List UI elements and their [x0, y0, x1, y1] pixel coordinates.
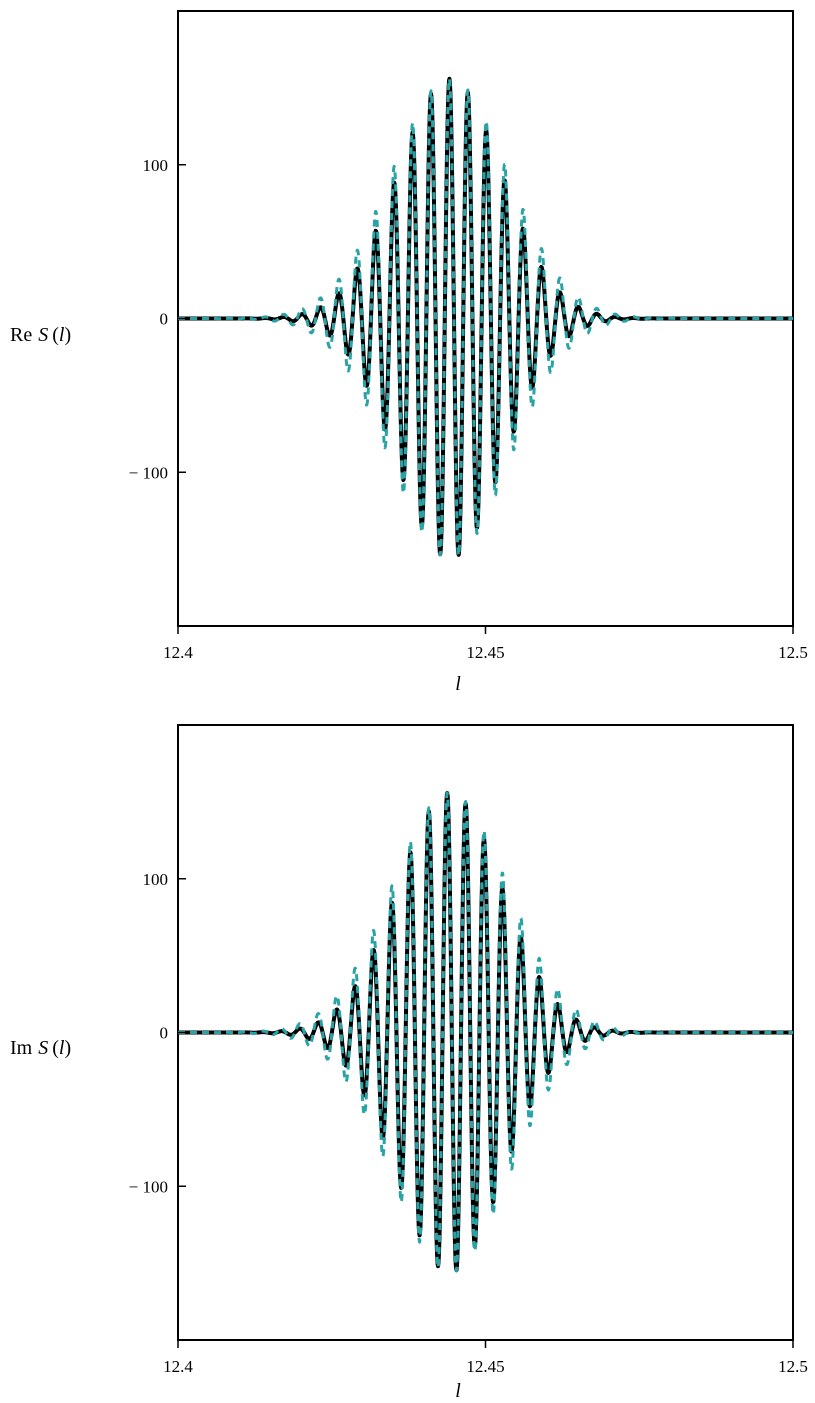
- x-axis-label: l: [455, 673, 461, 695]
- y-tick-label: − 100: [129, 463, 168, 482]
- y-axis-label: Im S (l): [10, 1037, 71, 1059]
- x-axis-label: l: [455, 1380, 461, 1402]
- series-group: [176, 76, 795, 557]
- y-tick-label: − 100: [129, 1177, 168, 1196]
- series-group: [176, 791, 795, 1273]
- y-tick-label: 0: [160, 1024, 169, 1043]
- y-tick-label: 100: [143, 156, 169, 175]
- chart-panel-re: 100 0 − 100 12.4 12.45 12.5 l Re S (l): [10, 10, 808, 695]
- x-tick-label: 12.45: [466, 643, 504, 662]
- y-tick-label: 100: [143, 870, 169, 889]
- y-axis-label: Re S (l): [10, 324, 71, 346]
- x-tick-label: 12.5: [778, 643, 808, 662]
- series-line-solid: [176, 76, 795, 557]
- y-tick-label: 0: [160, 310, 169, 329]
- tick-group: 100 0 − 100 12.4 12.45 12.5: [129, 870, 808, 1376]
- series-line-dashed: [176, 791, 795, 1273]
- tick-group: 100 0 − 100 12.4 12.45 12.5: [129, 156, 808, 662]
- series-line-dashed: [176, 77, 795, 557]
- series-line-solid: [176, 791, 795, 1273]
- x-tick-label: 12.4: [163, 643, 193, 662]
- x-tick-label: 12.45: [466, 1357, 504, 1376]
- x-tick-label: 12.5: [778, 1357, 808, 1376]
- chart-panel-im: 100 0 − 100 12.4 12.45 12.5 l Im S (l): [10, 724, 808, 1402]
- x-tick-label: 12.4: [163, 1357, 193, 1376]
